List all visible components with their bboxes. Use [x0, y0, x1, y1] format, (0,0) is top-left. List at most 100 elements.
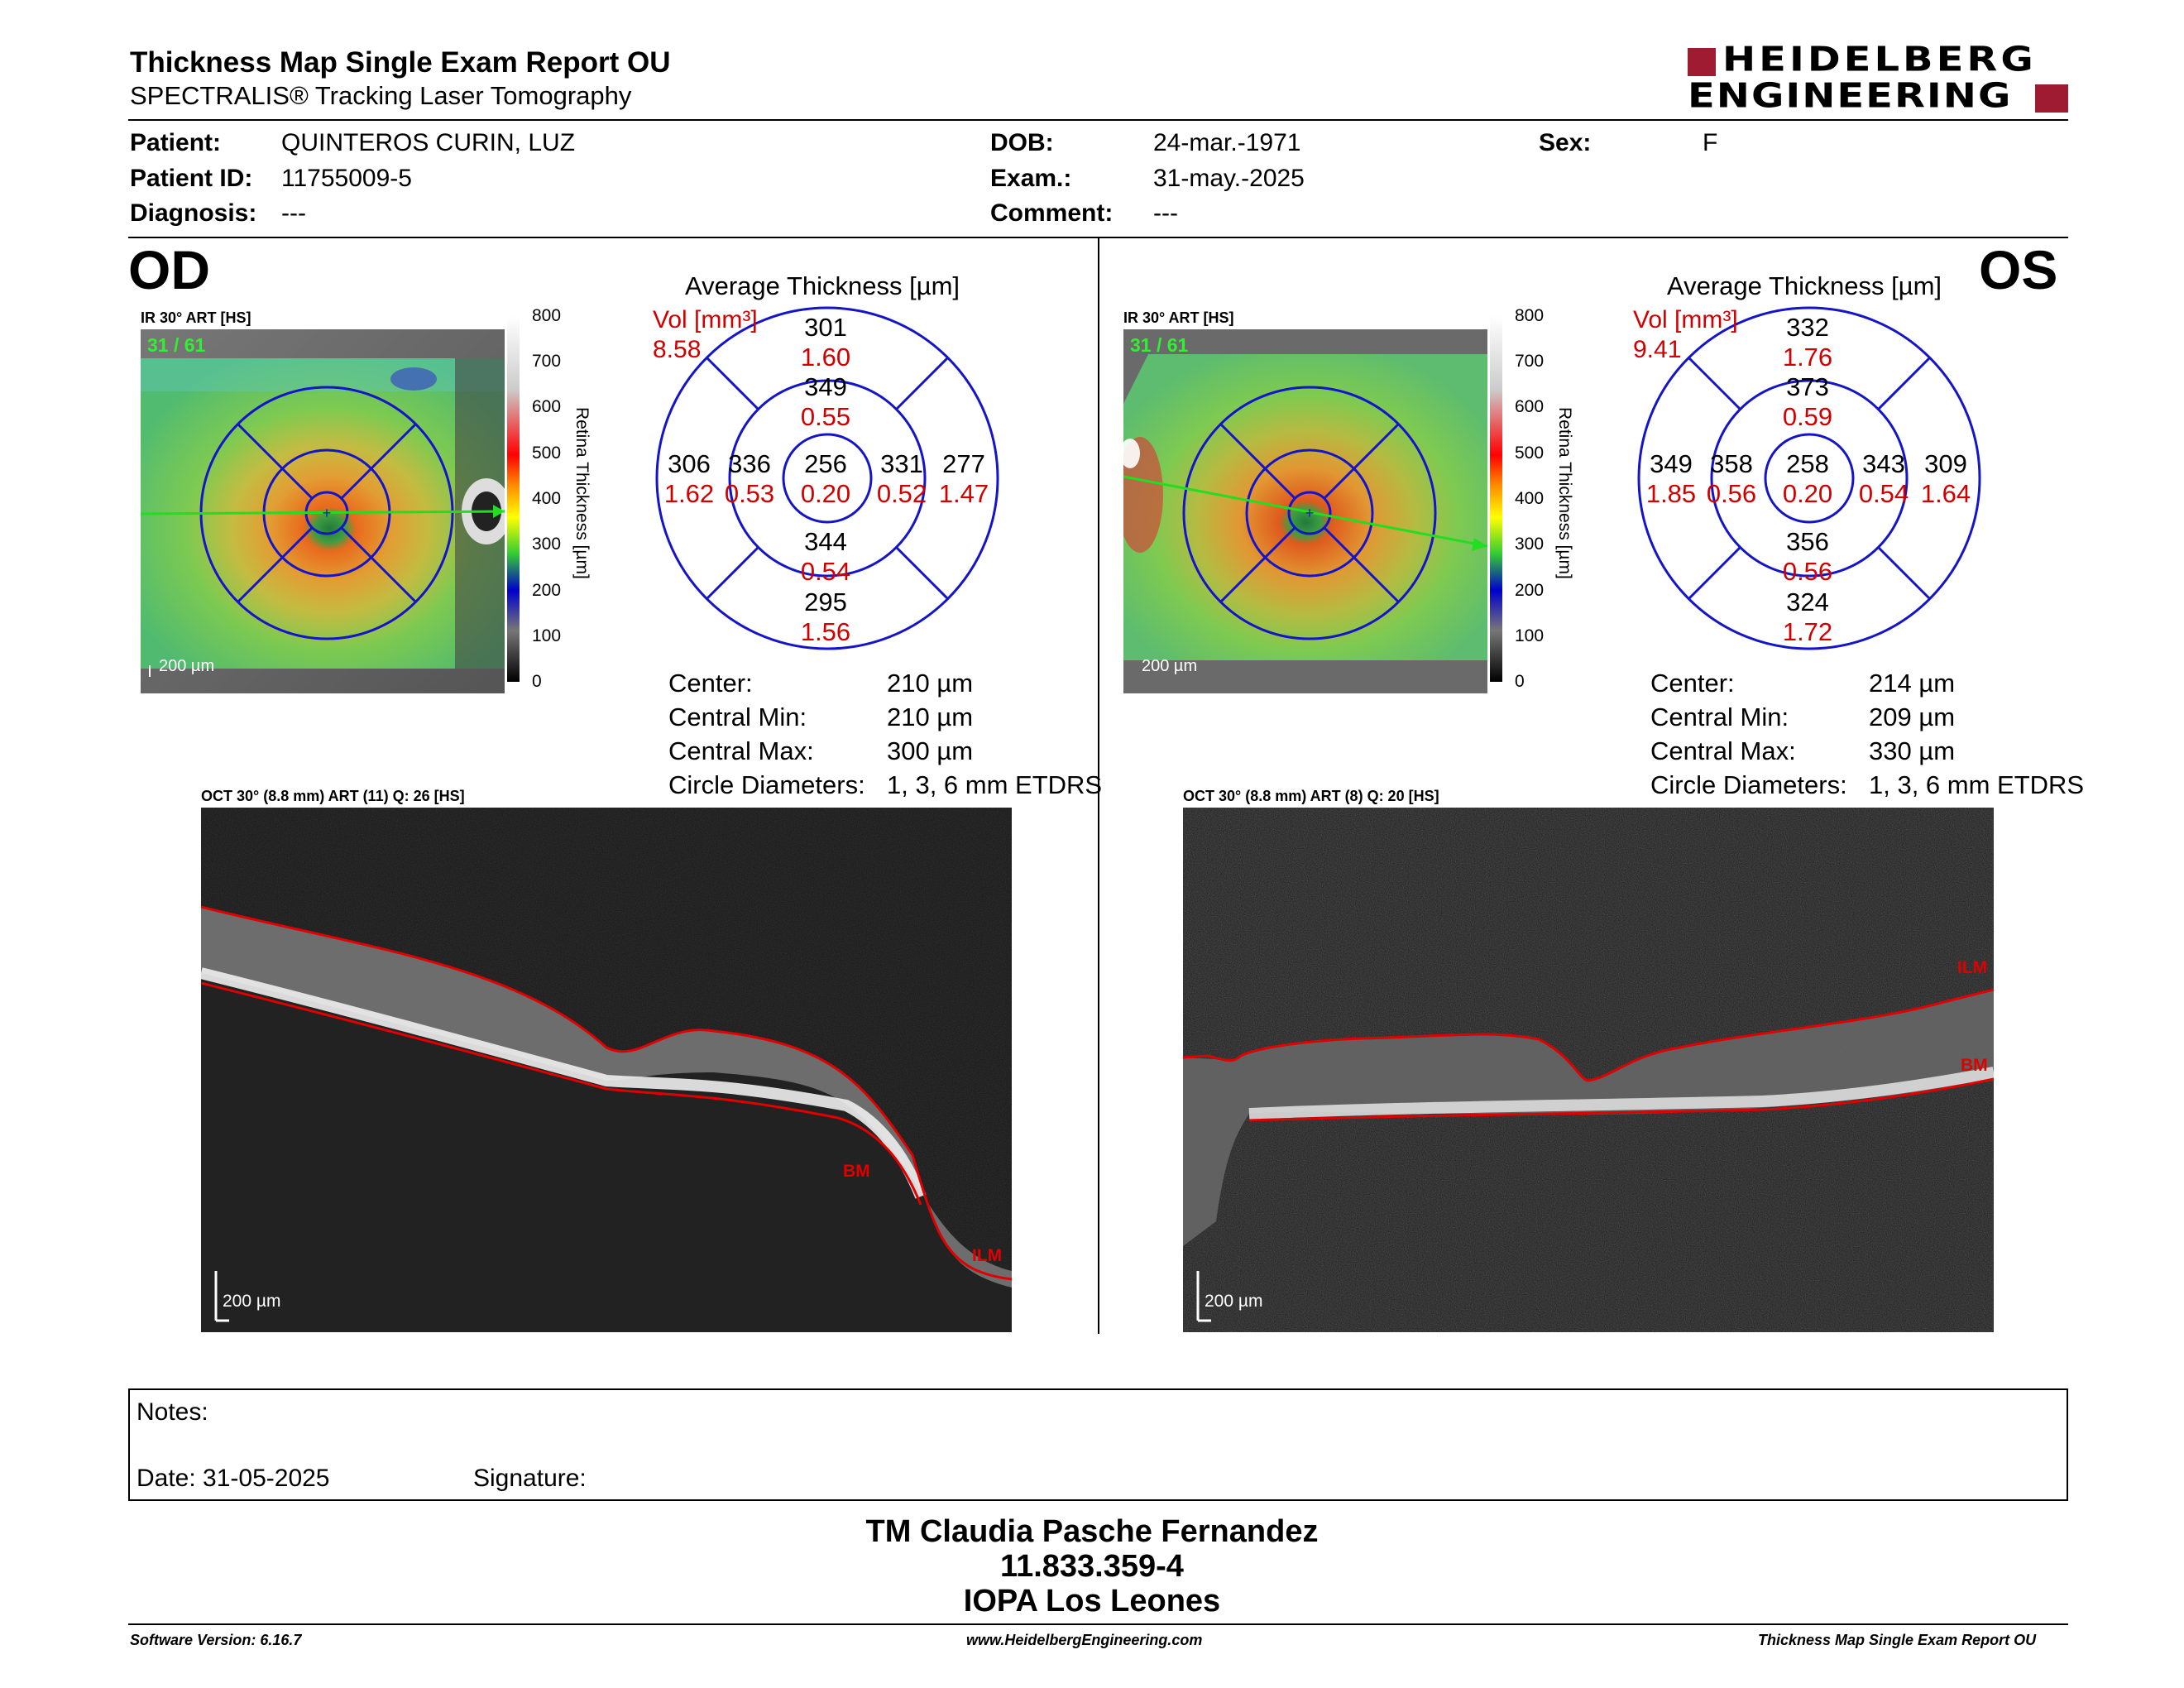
os-inner-right-thickness: 343 — [1862, 449, 1905, 478]
os-thickness-map: + 31 / 61 200 µm — [1117, 329, 1488, 693]
colorbar-tick: 200 — [1515, 581, 1545, 600]
scale-bar-icon — [149, 665, 151, 677]
svg-text:+: + — [323, 505, 332, 521]
od-colorbar: 800 700 600 500 400 300 200 100 0 Retina… — [507, 306, 606, 691]
report-title: Thickness Map Single Exam Report OU — [130, 46, 671, 79]
colorbar-tick: 500 — [1515, 444, 1545, 463]
od-ilm-label: ILM — [972, 1246, 1003, 1265]
os-outer-superior-thickness: 332 — [1786, 313, 1829, 342]
os-inner-right-volume: 0.54 — [1858, 479, 1909, 508]
svg-text:+: + — [1305, 505, 1315, 521]
colorbar-tick: 0 — [1515, 672, 1525, 691]
od-center-thickness: 256 — [804, 449, 847, 478]
od-inner-superior-volume: 0.55 — [800, 402, 851, 431]
exam-value: 31-may.-2025 — [1153, 165, 1305, 192]
date-label: Date: 31-05-2025 — [136, 1465, 330, 1492]
os-etdrs-grid — [1636, 305, 1983, 652]
logo-line2: ENGINEERING — [1688, 76, 2013, 116]
os-stat-label: Central Min: — [1650, 703, 1789, 731]
colorbar-tick: 400 — [1515, 489, 1545, 508]
colorbar-tick: 300 — [532, 535, 562, 554]
od-vol-label: Vol [mm³] — [653, 306, 758, 333]
os-center-thickness: 258 — [1786, 449, 1829, 478]
dob-value: 24-mar.-1971 — [1153, 129, 1301, 156]
os-oct-scale: 200 µm — [1205, 1292, 1263, 1311]
od-outer-left-thickness: 306 — [668, 449, 711, 478]
od-outer-superior-thickness: 301 — [804, 313, 847, 342]
os-outer-superior-volume: 1.76 — [1782, 343, 1833, 372]
os-outer-left-volume: 1.85 — [1645, 479, 1697, 508]
signer-name: TM Claudia Pasche Fernandez — [865, 1514, 1319, 1549]
os-stat-value: 214 µm — [1869, 669, 1956, 698]
colorbar-tick: 100 — [532, 626, 562, 645]
od-outer-left-volume: 1.62 — [663, 479, 715, 508]
os-stat-label: Center: — [1650, 669, 1735, 698]
os-stat-label: Central Max: — [1650, 736, 1796, 765]
od-oct-scale: 200 µm — [223, 1292, 281, 1311]
os-inner-superior-thickness: 373 — [1786, 372, 1829, 401]
colorbar-tick: 700 — [1515, 352, 1545, 371]
signer-id: 11.833.359-4 — [1000, 1549, 1184, 1584]
colorbar-tick: 0 — [532, 672, 542, 691]
os-colorbar: 800 700 600 500 400 300 200 100 0 Retina… — [1490, 306, 1589, 691]
logo-line1: HEIDELBERG — [1722, 40, 2037, 79]
notes-box: Notes: Date: 31-05-2025 Signature: — [128, 1388, 2068, 1501]
od-vol-value: 8.58 — [653, 336, 702, 363]
colorbar-tick: 800 — [532, 306, 562, 325]
colorbar-tick: 400 — [532, 489, 562, 508]
od-outer-inferior-volume: 1.56 — [800, 617, 851, 646]
colorbar-tick: 800 — [1515, 306, 1545, 325]
od-stat-value: 1, 3, 6 mm ETDRS — [887, 770, 1103, 799]
od-outer-inferior-thickness: 295 — [804, 587, 847, 616]
od-thickness-map: + 31 / 61 200 µm — [140, 329, 511, 693]
od-outer-right-thickness: 277 — [942, 449, 985, 478]
os-inner-superior-volume: 0.59 — [1782, 402, 1833, 431]
colorbar-tick: 600 — [532, 397, 562, 416]
od-avg-title: Average Thickness [µm] — [685, 271, 960, 300]
od-inner-left-thickness: 336 — [728, 449, 771, 478]
sex-value: F — [1703, 129, 1718, 156]
signer-place: IOPA Los Leones — [963, 1584, 1221, 1618]
diagnosis-value: --- — [281, 199, 306, 227]
od-oct-scan: ILM BM 200 µm — [201, 808, 1012, 1332]
os-oct-scan: ILM BM 200 µm — [1183, 808, 1994, 1332]
od-inner-left-volume: 0.53 — [724, 479, 775, 508]
os-eye-label: OS — [1979, 239, 2058, 300]
patient-name: QUINTEROS CURIN, LUZ — [281, 129, 576, 156]
os-inner-inferior-thickness: 356 — [1786, 527, 1829, 556]
od-stat-value: 300 µm — [887, 736, 974, 765]
sex-label: Sex: — [1539, 129, 1592, 156]
footer-report-name: Thickness Map Single Exam Report OU — [1758, 1632, 2037, 1648]
dob-label: DOB: — [990, 129, 1054, 156]
od-stat-label: Central Max: — [668, 736, 814, 765]
od-outer-superior-volume: 1.60 — [800, 343, 851, 372]
notes-label: Notes: — [136, 1398, 208, 1426]
os-inner-inferior-volume: 0.56 — [1782, 557, 1833, 586]
od-fundus-label: IR 30° ART [HS] — [141, 309, 251, 326]
os-inner-left-volume: 0.56 — [1706, 479, 1757, 508]
website-link[interactable]: www.HeidelbergEngineering.com — [966, 1632, 1203, 1648]
os-oct-label: OCT 30° (8.8 mm) ART (8) Q: 20 [HS] — [1183, 788, 1439, 804]
comment-label: Comment: — [990, 199, 1114, 227]
od-inner-inferior-volume: 0.54 — [800, 557, 851, 586]
os-vol-label: Vol [mm³] — [1633, 306, 1738, 333]
os-avg-title: Average Thickness [µm] — [1667, 271, 1942, 300]
signature-label: Signature: — [473, 1465, 587, 1492]
patient-id: 11755009-5 — [281, 165, 412, 192]
od-inner-right-volume: 0.52 — [876, 479, 927, 508]
od-stat-value: 210 µm — [887, 703, 974, 731]
od-stat-label: Circle Diameters: — [668, 770, 865, 799]
patient-label: Patient: — [130, 129, 222, 156]
od-eye-label: OD — [128, 239, 210, 300]
colorbar-title: Retina Thickness [µm] — [572, 407, 592, 579]
patient-id-label: Patient ID: — [130, 165, 253, 192]
report-subtitle: SPECTRALIS® Tracking Laser Tomography — [130, 81, 632, 110]
od-outer-right-volume: 1.47 — [938, 479, 989, 508]
colorbar-tick: 300 — [1515, 535, 1545, 554]
os-frame-counter: 31 / 61 — [1130, 334, 1189, 356]
od-center-volume: 0.20 — [800, 479, 851, 508]
colorbar-tick: 200 — [532, 581, 562, 600]
colorbar-tick: 500 — [532, 444, 562, 463]
os-vol-value: 9.41 — [1633, 336, 1682, 363]
os-outer-right-volume: 1.64 — [1920, 479, 1971, 508]
